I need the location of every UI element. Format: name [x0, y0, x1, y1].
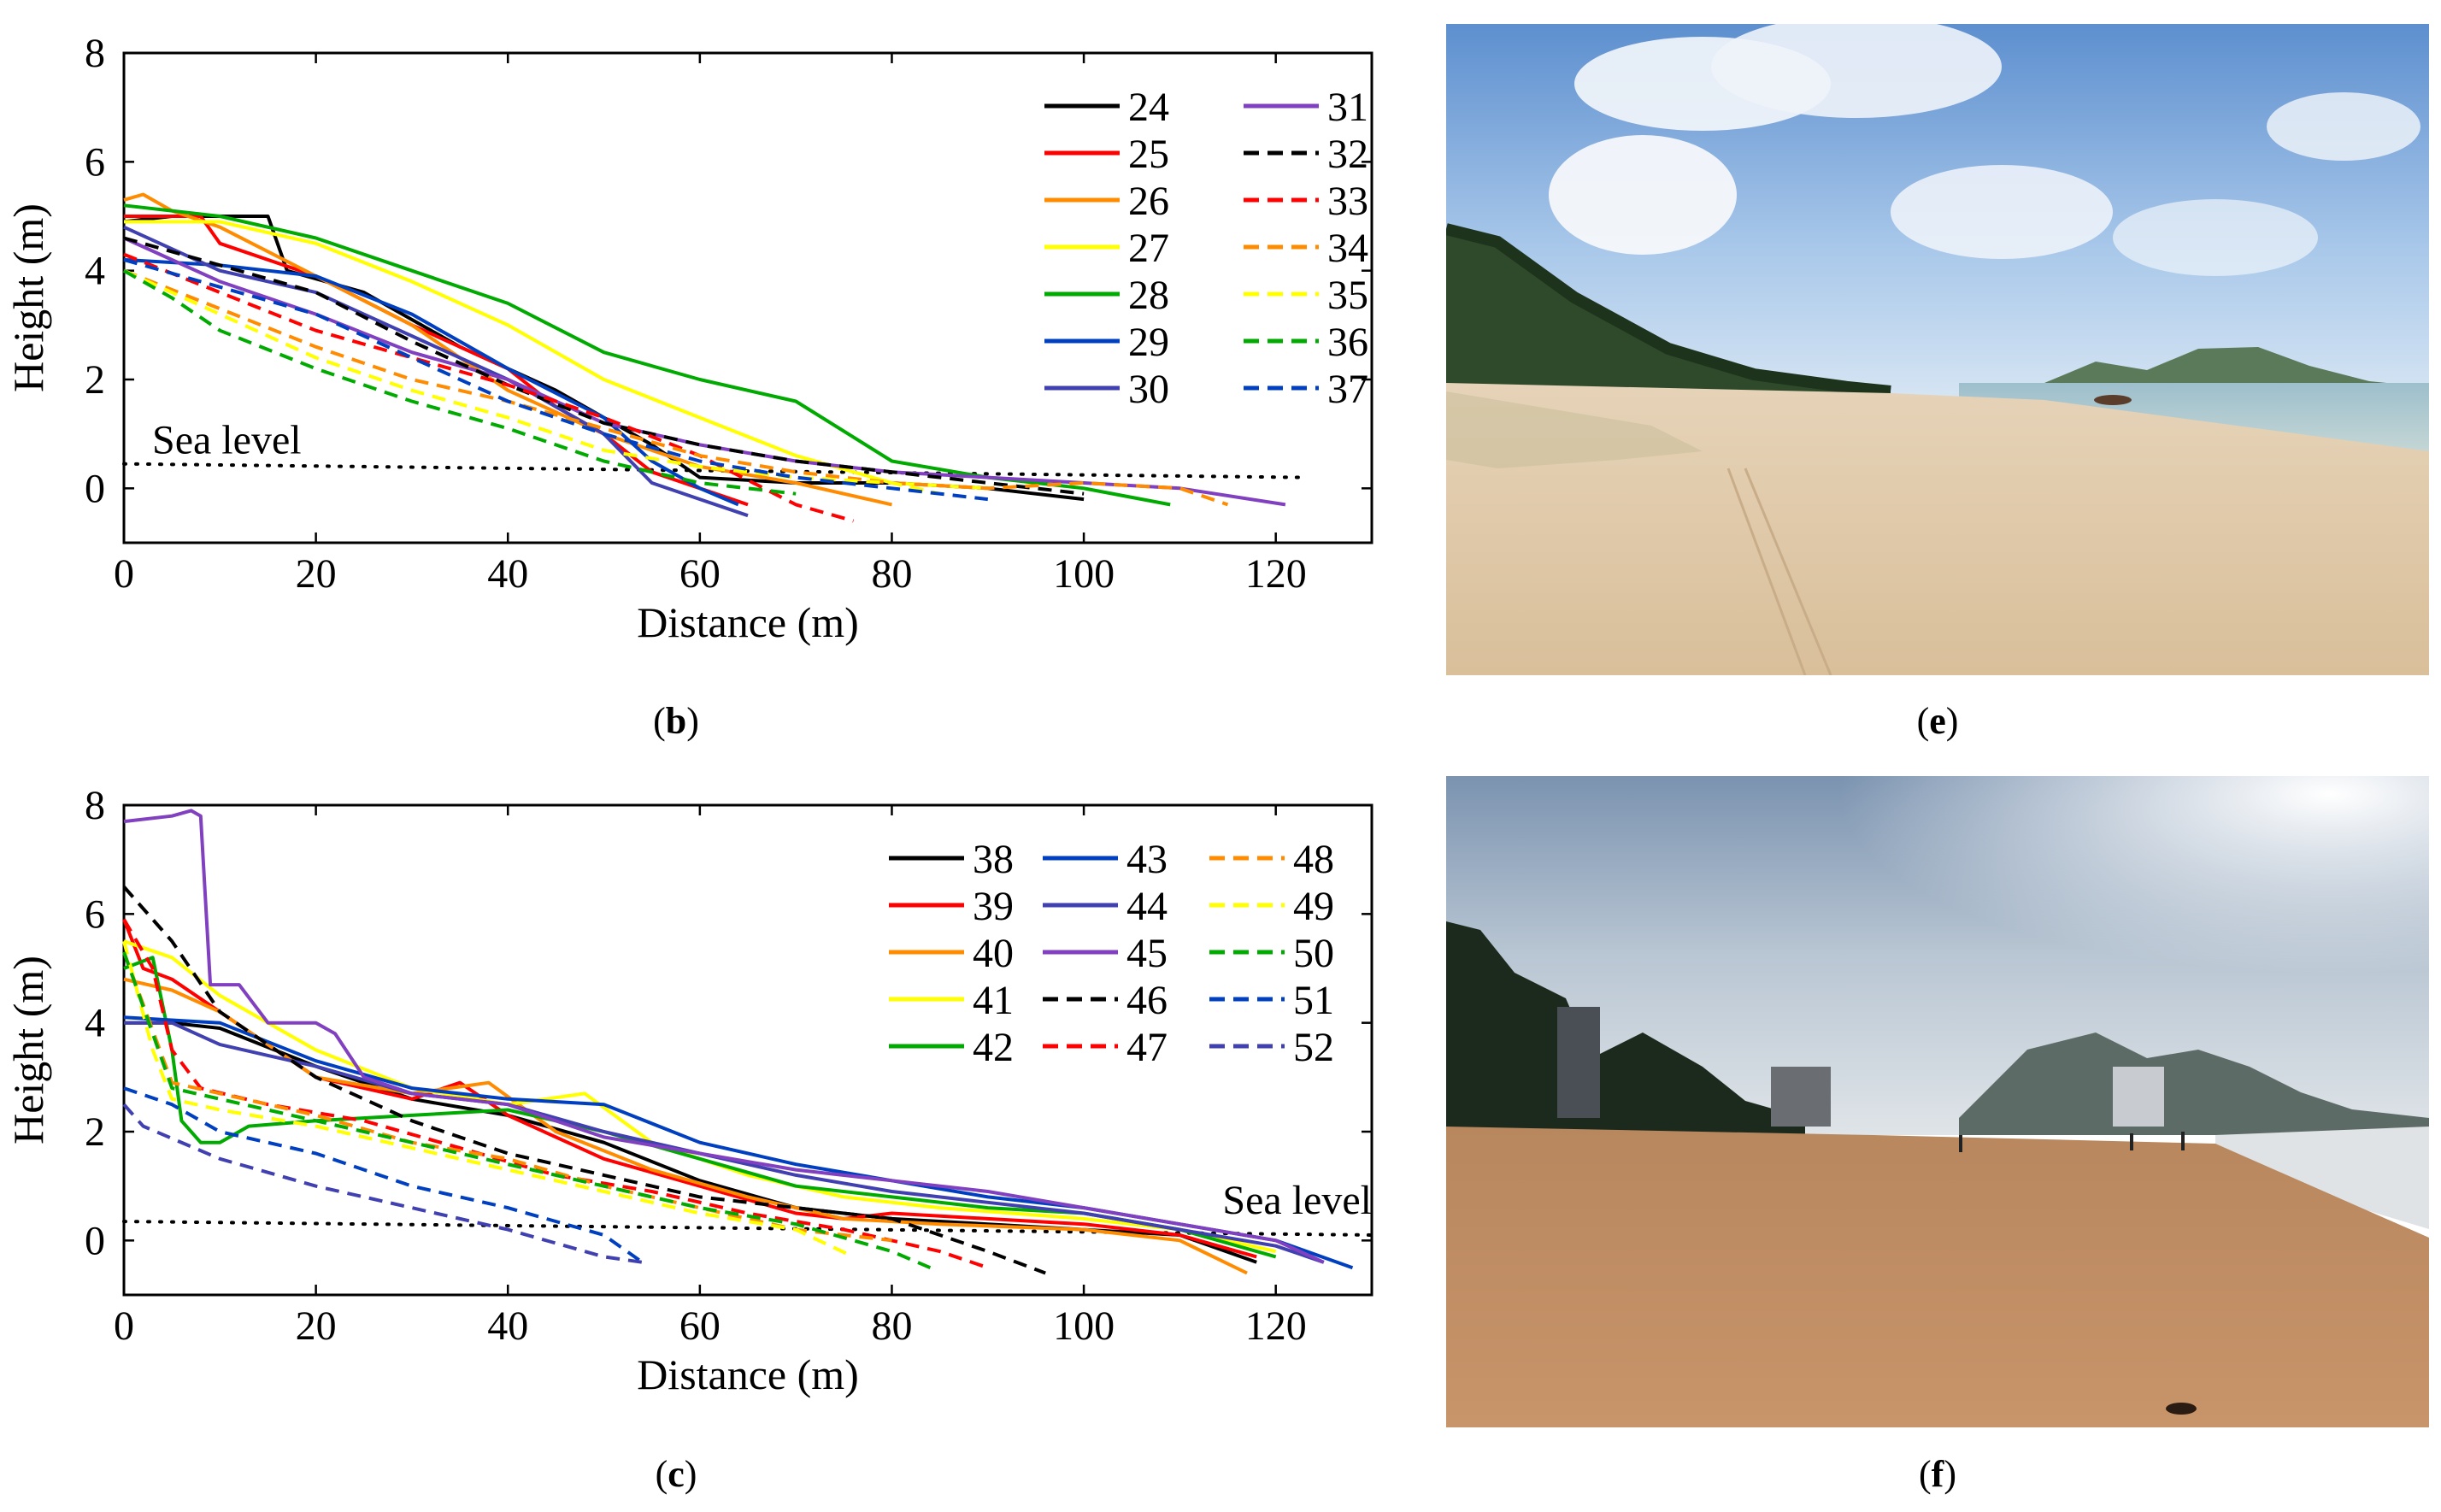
y-tick-label: 0: [85, 466, 105, 511]
plot-frame: [122, 803, 1373, 1297]
series-line-33: [123, 252, 855, 523]
legend-label-47: 47: [1126, 1025, 1168, 1070]
x-tick-label: 80: [871, 551, 912, 597]
x-tick-label: 40: [487, 1303, 528, 1349]
series-line-41: [123, 939, 1277, 1254]
legend-label-40: 40: [973, 931, 1014, 976]
series-line-46: [122, 885, 1046, 1275]
y-tick-label: 8: [85, 31, 105, 76]
x-tick-label: 100: [1053, 1303, 1115, 1349]
series-line-45: [123, 809, 1325, 1264]
legend-label-50: 50: [1293, 931, 1334, 976]
x-tick-label: 0: [114, 1303, 134, 1349]
x-tick-label: 80: [871, 1303, 912, 1349]
x-tick-label: 120: [1245, 1303, 1307, 1349]
legend-label-25: 25: [1128, 132, 1169, 177]
series-line-40: [123, 977, 1248, 1275]
sea-level-label: Sea level: [152, 418, 302, 463]
y-axis-label: Height (m): [4, 956, 52, 1144]
legend-label-49: 49: [1293, 884, 1334, 929]
y-tick-label: 2: [85, 1109, 105, 1155]
series-line-48: [122, 951, 892, 1243]
caption-c: (c): [655, 1453, 697, 1495]
series-line-37: [123, 257, 989, 502]
x-tick-label: 60: [679, 1303, 721, 1349]
series-line-31: [123, 236, 1286, 507]
legend-label-31: 31: [1327, 85, 1368, 130]
series-line-42: [123, 956, 1277, 1259]
plot-frame: [122, 51, 1373, 544]
y-tick-label: 4: [85, 1001, 105, 1046]
legend-label-44: 44: [1126, 884, 1168, 929]
legend-label-48: 48: [1293, 837, 1334, 882]
series-line-49: [122, 940, 855, 1259]
legend-label-51: 51: [1293, 978, 1334, 1023]
series-line-34: [123, 268, 1229, 507]
x-axis-label: Distance (m): [637, 1350, 859, 1398]
series-line-51: [123, 1086, 644, 1264]
series-line-32: [123, 236, 1085, 496]
series-line-27: [124, 220, 988, 491]
legend-label-24: 24: [1128, 85, 1169, 130]
caption-b: (b): [653, 700, 699, 742]
legend-label-46: 46: [1126, 978, 1168, 1023]
y-tick-label: 6: [85, 891, 105, 937]
caption-e: (e): [1916, 700, 1959, 742]
series-line-52: [122, 1103, 643, 1264]
series-line-38: [124, 1021, 1257, 1264]
y-tick-label: 6: [85, 139, 105, 185]
legend-label-33: 33: [1327, 179, 1368, 224]
legend-label-41: 41: [973, 978, 1014, 1023]
legend-label-52: 52: [1293, 1025, 1334, 1070]
legend-label-28: 28: [1128, 273, 1169, 318]
legend-label-45: 45: [1126, 931, 1168, 976]
x-tick-label: 120: [1245, 551, 1307, 597]
legend-label-38: 38: [973, 837, 1014, 882]
y-tick-label: 0: [85, 1218, 105, 1263]
x-tick-label: 20: [296, 1303, 337, 1349]
legend-label-35: 35: [1327, 273, 1368, 318]
legend-label-34: 34: [1327, 226, 1368, 271]
legend-label-29: 29: [1128, 320, 1169, 365]
series-line-47: [122, 918, 989, 1270]
sea-level-label: Sea level: [1222, 1178, 1372, 1223]
legend-label-27: 27: [1128, 226, 1169, 271]
caption-f: (f): [1919, 1453, 1956, 1495]
x-tick-label: 40: [487, 551, 528, 597]
y-tick-label: 4: [85, 249, 105, 294]
x-tick-label: 0: [114, 551, 134, 597]
series-line-35: [123, 268, 941, 496]
x-axis-label: Distance (m): [637, 598, 859, 646]
legend-label-36: 36: [1327, 320, 1368, 365]
beach-photo-e: [1446, 24, 2429, 675]
series-line-39: [122, 918, 1257, 1259]
series-line-36: [123, 268, 797, 496]
legend-label-26: 26: [1128, 179, 1169, 224]
series-line-44: [124, 1021, 1325, 1264]
x-tick-label: 20: [296, 551, 337, 597]
legend-label-37: 37: [1327, 367, 1368, 412]
y-axis-label: Height (m): [4, 203, 52, 392]
beach-photo-f: [1446, 776, 2429, 1427]
legend-label-42: 42: [973, 1025, 1014, 1070]
y-tick-label: 8: [85, 783, 105, 828]
x-tick-label: 60: [679, 551, 721, 597]
legend-label-43: 43: [1126, 837, 1168, 882]
legend-label-39: 39: [973, 884, 1014, 929]
sea-level-line: [122, 462, 1307, 479]
series-line-43: [123, 1015, 1354, 1270]
legend-label-30: 30: [1128, 367, 1169, 412]
y-tick-label: 2: [85, 357, 105, 403]
x-tick-label: 100: [1053, 551, 1115, 597]
legend-label-32: 32: [1327, 132, 1368, 177]
